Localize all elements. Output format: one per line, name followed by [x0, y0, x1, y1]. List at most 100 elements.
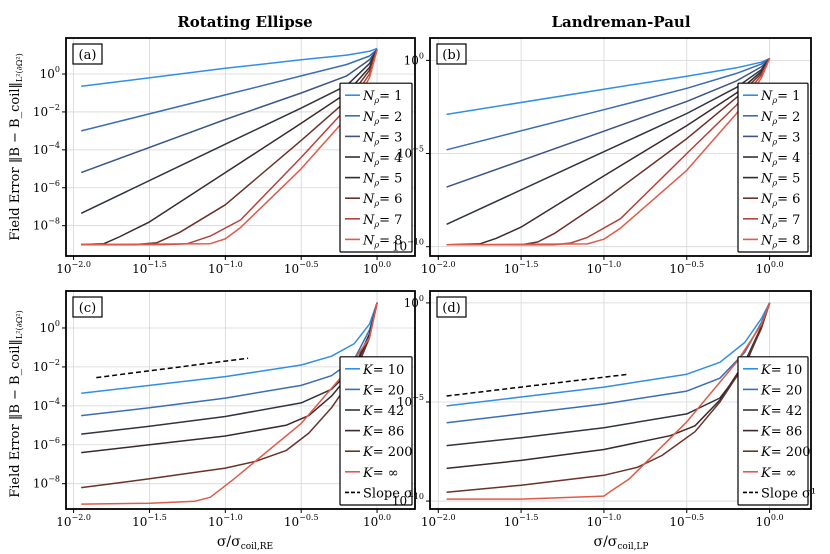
x-tick-label-base: 10 [284, 262, 299, 276]
legend-box [339, 82, 413, 253]
y-tick-label-exp: −4 [48, 397, 60, 406]
legend-name: N [362, 130, 375, 145]
legend-entry: K= 20 [760, 383, 802, 398]
ylabel-bottom-main: Field Error ‖B − B_coil‖ [8, 339, 23, 498]
legend-value: = 6 [379, 192, 402, 207]
series-line-3 [80, 48, 378, 174]
y-tick-label-exp: 0 [55, 65, 60, 74]
legend-name: N [760, 89, 773, 104]
legend-name: N [362, 213, 375, 228]
panel-label-box [436, 296, 467, 318]
x-tick-label-base: 10 [504, 515, 519, 529]
legend-value: = 2 [379, 110, 402, 125]
x-tick-label-base: 10 [363, 262, 378, 276]
legend-entry: K= 200 [362, 445, 413, 460]
panel-label: (c) [79, 301, 96, 316]
y-tick-label-base: 10 [392, 240, 407, 254]
legend-entry: Nρ= 8 [362, 233, 402, 249]
legend-sub: ρ [373, 220, 379, 229]
series-line-3 [81, 302, 378, 435]
y-tick-label: 100 [40, 319, 60, 335]
legend-value: = 200 [373, 445, 413, 460]
series-line-1 [81, 47, 378, 88]
legend-box [737, 356, 809, 506]
legend-value: = 7 [777, 213, 800, 228]
legend-name: K [362, 466, 374, 481]
panel-label-box [72, 296, 103, 318]
x-tick-label-base: 10 [56, 262, 71, 276]
x-tick-label-base: 10 [132, 515, 147, 529]
axes-frame [429, 37, 812, 257]
legend-name: N [760, 213, 773, 228]
y-tick-label-base: 10 [33, 105, 48, 119]
legend-entry: Nρ= 5 [362, 172, 402, 188]
svg-text:Field Error ‖B − B_coil‖L²(∂Ω²: Field Error ‖B − B_coil‖L²(∂Ω²) [8, 310, 24, 498]
legend-entry: K= 86 [362, 425, 404, 440]
legend-sub: ρ [373, 96, 379, 105]
ylabel-bottom-subscript: L²(∂Ω²) [15, 310, 24, 339]
legend-sub: ρ [771, 96, 777, 105]
legend-value: = 4 [379, 151, 402, 166]
legend-value: = 200 [771, 445, 811, 460]
legend-value: = 7 [379, 213, 402, 228]
y-tick-label-exp: −5 [412, 145, 424, 154]
svg-text:Field Error ‖B − B_coil‖L²(∂Ω²: Field Error ‖B − B_coil‖L²(∂Ω²) [8, 53, 24, 241]
legend-value: = 8 [379, 233, 402, 248]
legend-name: K [760, 445, 772, 460]
legend-value: = 8 [777, 233, 800, 248]
y-tick-label: 10−4 [33, 397, 60, 413]
series-line-5 [446, 58, 771, 246]
panel-d: 10−2.0 10−1.5 10−1.0 10−0.5 100.010010−510−1… [392, 290, 816, 529]
y-tick-label: 10−4 [33, 141, 60, 157]
legend-entry: Nρ= 6 [760, 192, 800, 208]
x-tick-label: 10−2.0 [56, 513, 91, 529]
legend-name: Slope [363, 486, 404, 501]
legend-box [737, 82, 809, 253]
series-line-5 [81, 49, 378, 246]
series-group [446, 302, 771, 500]
legend-entry: K= 200 [760, 445, 811, 460]
legend-entry: K= 20 [362, 383, 404, 398]
x-tick-label-exp: −0.5 [685, 513, 704, 522]
y-tick-label-exp: −8 [48, 475, 60, 484]
series-line-5 [446, 302, 771, 493]
legend-value: = 1 [777, 89, 800, 104]
ylabel-top-main: Field Error ‖B − B_coil‖ [8, 82, 23, 241]
series-line-1 [81, 302, 378, 394]
y-tick-label-base: 10 [33, 477, 48, 491]
legend-sub: ρ [771, 137, 777, 146]
xlabel-left-subscript: coil,RE [241, 542, 273, 552]
y-tick-label-base: 10 [33, 181, 48, 195]
xlabel-right: σ/σcoil,LP [594, 534, 649, 552]
x-tick-label-base: 10 [669, 262, 684, 276]
panel-b: 10−2.0 10−1.5 10−1.0 10−0.5 100.010010−510−1… [392, 37, 812, 276]
legend-name: N [760, 130, 773, 145]
y-tick-label-exp: −6 [48, 436, 60, 445]
legend-value: σ¹ [802, 486, 816, 501]
y-tick-label-exp: −5 [412, 393, 424, 402]
legend-entry: Nρ= 1 [362, 89, 402, 105]
x-tick-label: 10−1.0 [208, 513, 243, 529]
legend-value: = 3 [777, 130, 800, 145]
xlabel-left-main: σ/σ [217, 534, 241, 550]
x-tick-label-base: 10 [208, 515, 223, 529]
panel-c: 10−2.0 10−1.5 10−1.0 10−0.5 100.010010−210−4… [33, 290, 418, 529]
legend-value: = 10 [771, 363, 803, 378]
y-tick-label-base: 10 [33, 438, 48, 452]
x-tick-label-exp: −1.5 [147, 260, 166, 269]
series-line-6 [446, 302, 771, 500]
series-line-7 [96, 357, 249, 379]
legend-entry: K= ∞ [760, 466, 797, 481]
legend-name: K [760, 363, 772, 378]
legend-entry: Nρ= 4 [362, 151, 402, 167]
y-tick-label-exp: −4 [48, 141, 60, 150]
series-line-2 [446, 57, 771, 151]
panel-label-box [436, 43, 467, 65]
legend-value: = 6 [777, 192, 800, 207]
legend-entry: K= ∞ [362, 466, 399, 481]
legend-box [339, 356, 413, 506]
legend-value: = 1 [379, 89, 402, 104]
y-tick-label-base: 10 [397, 395, 412, 409]
legend-sub: ρ [373, 137, 379, 146]
x-tick-label: 10−2.0 [421, 260, 456, 276]
